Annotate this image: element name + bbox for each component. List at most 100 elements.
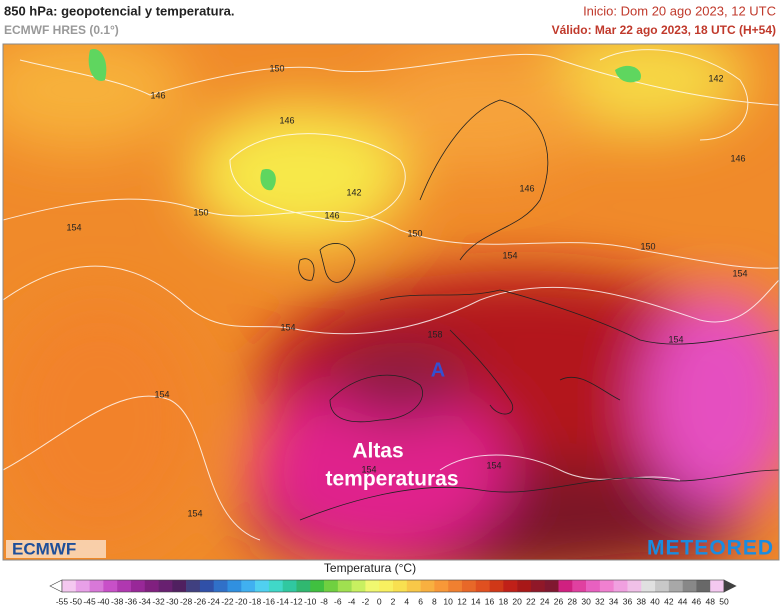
colorbar-label: 48: [705, 596, 715, 606]
colorbar-swatch: [461, 580, 477, 592]
high-pressure-marker: A: [431, 359, 445, 381]
colorbar-swatch: [310, 580, 325, 592]
colorbar-swatch: [89, 580, 104, 592]
contour-label: 154: [280, 322, 295, 332]
colorbar-label: 20: [512, 596, 522, 606]
colorbar-swatch: [172, 580, 187, 592]
colorbar-label: 28: [568, 596, 578, 606]
colorbar-label: 46: [692, 596, 702, 606]
colorbar-label: -32: [152, 596, 165, 606]
colorbar-label: 36: [623, 596, 633, 606]
colorbar-swatch: [489, 580, 504, 592]
colorbar-label: 16: [485, 596, 495, 606]
colorbar-swatch: [117, 580, 132, 592]
colorbar-label: -30: [166, 596, 179, 606]
colorbar-label: 8: [432, 596, 437, 606]
colorbar-label: -8: [320, 596, 328, 606]
annotation-line: temperaturas: [325, 468, 458, 491]
map: 150 146 146 142 146 142 146 150 146 154 150 150 154 1…: [3, 44, 779, 560]
contour-label: 154: [486, 460, 501, 470]
colorbar-swatch: [517, 580, 532, 592]
colorbar-swatch: [613, 580, 628, 592]
contour-label: 154: [668, 334, 683, 344]
colorbar-swatch: [186, 580, 201, 592]
colorbar-swatch: [682, 580, 697, 592]
colorbar-swatch: [351, 580, 366, 592]
colorbar-label: -36: [125, 596, 138, 606]
colorbar-label: -16: [263, 596, 276, 606]
colorbar-swatch: [710, 580, 725, 592]
contour-label: 142: [708, 73, 723, 83]
colorbar-label: 0: [377, 596, 382, 606]
colorbar-swatch: [337, 580, 352, 592]
colorbar-swatch: [434, 580, 449, 592]
colorbar-swatch: [475, 580, 490, 592]
colorbar-swatch: [199, 580, 215, 592]
colorbar-swatch: [296, 580, 311, 592]
colorbar-swatch: [268, 580, 283, 592]
contour-label: 154: [154, 389, 169, 399]
colorbar-label: 50: [719, 596, 729, 606]
colorbar-label: -6: [334, 596, 342, 606]
colorbar-label: -10: [304, 596, 317, 606]
colorbar-swatch: [586, 580, 601, 592]
colorbar-label: -28: [180, 596, 193, 606]
contour-label: 150: [640, 241, 655, 251]
colorbar-swatch: [503, 580, 518, 592]
colorbar-label: -2: [362, 596, 370, 606]
colorbar-swatch: [530, 580, 546, 592]
colorbar-swatch: [62, 580, 77, 592]
colorbar-swatch: [158, 580, 173, 592]
model: ECMWF HRES (0.1°): [4, 23, 119, 37]
contour-label: 150: [269, 63, 284, 73]
contour-label: 146: [324, 210, 339, 220]
contour-label: 154: [187, 508, 202, 518]
colorbar-swatch: [406, 580, 421, 592]
colorbar-swatch: [241, 580, 256, 592]
contour-label: 142: [346, 187, 361, 197]
colorbar-swatch: [365, 580, 380, 592]
colorbar-label: -40: [97, 596, 110, 606]
contour-label: 146: [279, 115, 294, 125]
colorbar-swatch: [75, 580, 90, 592]
colorbar: -55 -50 -45 -40 -38 -36 -34 -32 -30 -28 -26 -24 -22-…: [49, 579, 737, 606]
colorbar-swatch: [213, 580, 228, 592]
colorbar-label: -55: [56, 596, 69, 606]
colorbar-swatch: [448, 580, 463, 592]
colorbar-label: -50: [70, 596, 83, 606]
colorbar-label: 26: [554, 596, 564, 606]
colorbar-swatch: [393, 580, 408, 592]
colorbar-swatch: [599, 580, 614, 592]
colorbar-label: 14: [471, 596, 481, 606]
colorbar-swatch: [324, 580, 339, 592]
contour-label: 146: [730, 153, 745, 163]
contour-label: 154: [732, 268, 747, 278]
colorbar-swatch: [655, 580, 670, 592]
colorbar-label: -38: [111, 596, 124, 606]
logo-meteored: METEORED: [647, 537, 774, 560]
colorbar-swatch: [103, 580, 118, 592]
contour-label: 150: [193, 207, 208, 217]
colorbar-swatch: [572, 580, 587, 592]
contour-label: 158: [427, 329, 442, 339]
colorbar-label: -22: [221, 596, 234, 606]
contour-label: 154: [361, 464, 376, 474]
logo-ecmwf: ECMWF: [12, 539, 76, 558]
contour-label: 146: [150, 90, 165, 100]
colorbar-label: 12: [457, 596, 467, 606]
colorbar-swatch: [255, 580, 270, 592]
init-time: Inicio: Dom 20 ago 2023, 12 UTC: [583, 3, 776, 18]
colorbar-swatch: [420, 580, 435, 592]
colorbar-end: [49, 579, 63, 593]
colorbar-label: 4: [404, 596, 409, 606]
colorbar-swatch: [144, 580, 159, 592]
colorbar-swatch: [227, 580, 242, 592]
colorbar-label: -34: [139, 596, 152, 606]
colorbar-label: 42: [664, 596, 674, 606]
colorbar-swatch: [558, 580, 573, 592]
colorbar-label: 6: [418, 596, 423, 606]
colorbar-swatch: [130, 580, 146, 592]
colorbar-end: [723, 579, 737, 593]
colorbar-label: -26: [194, 596, 207, 606]
